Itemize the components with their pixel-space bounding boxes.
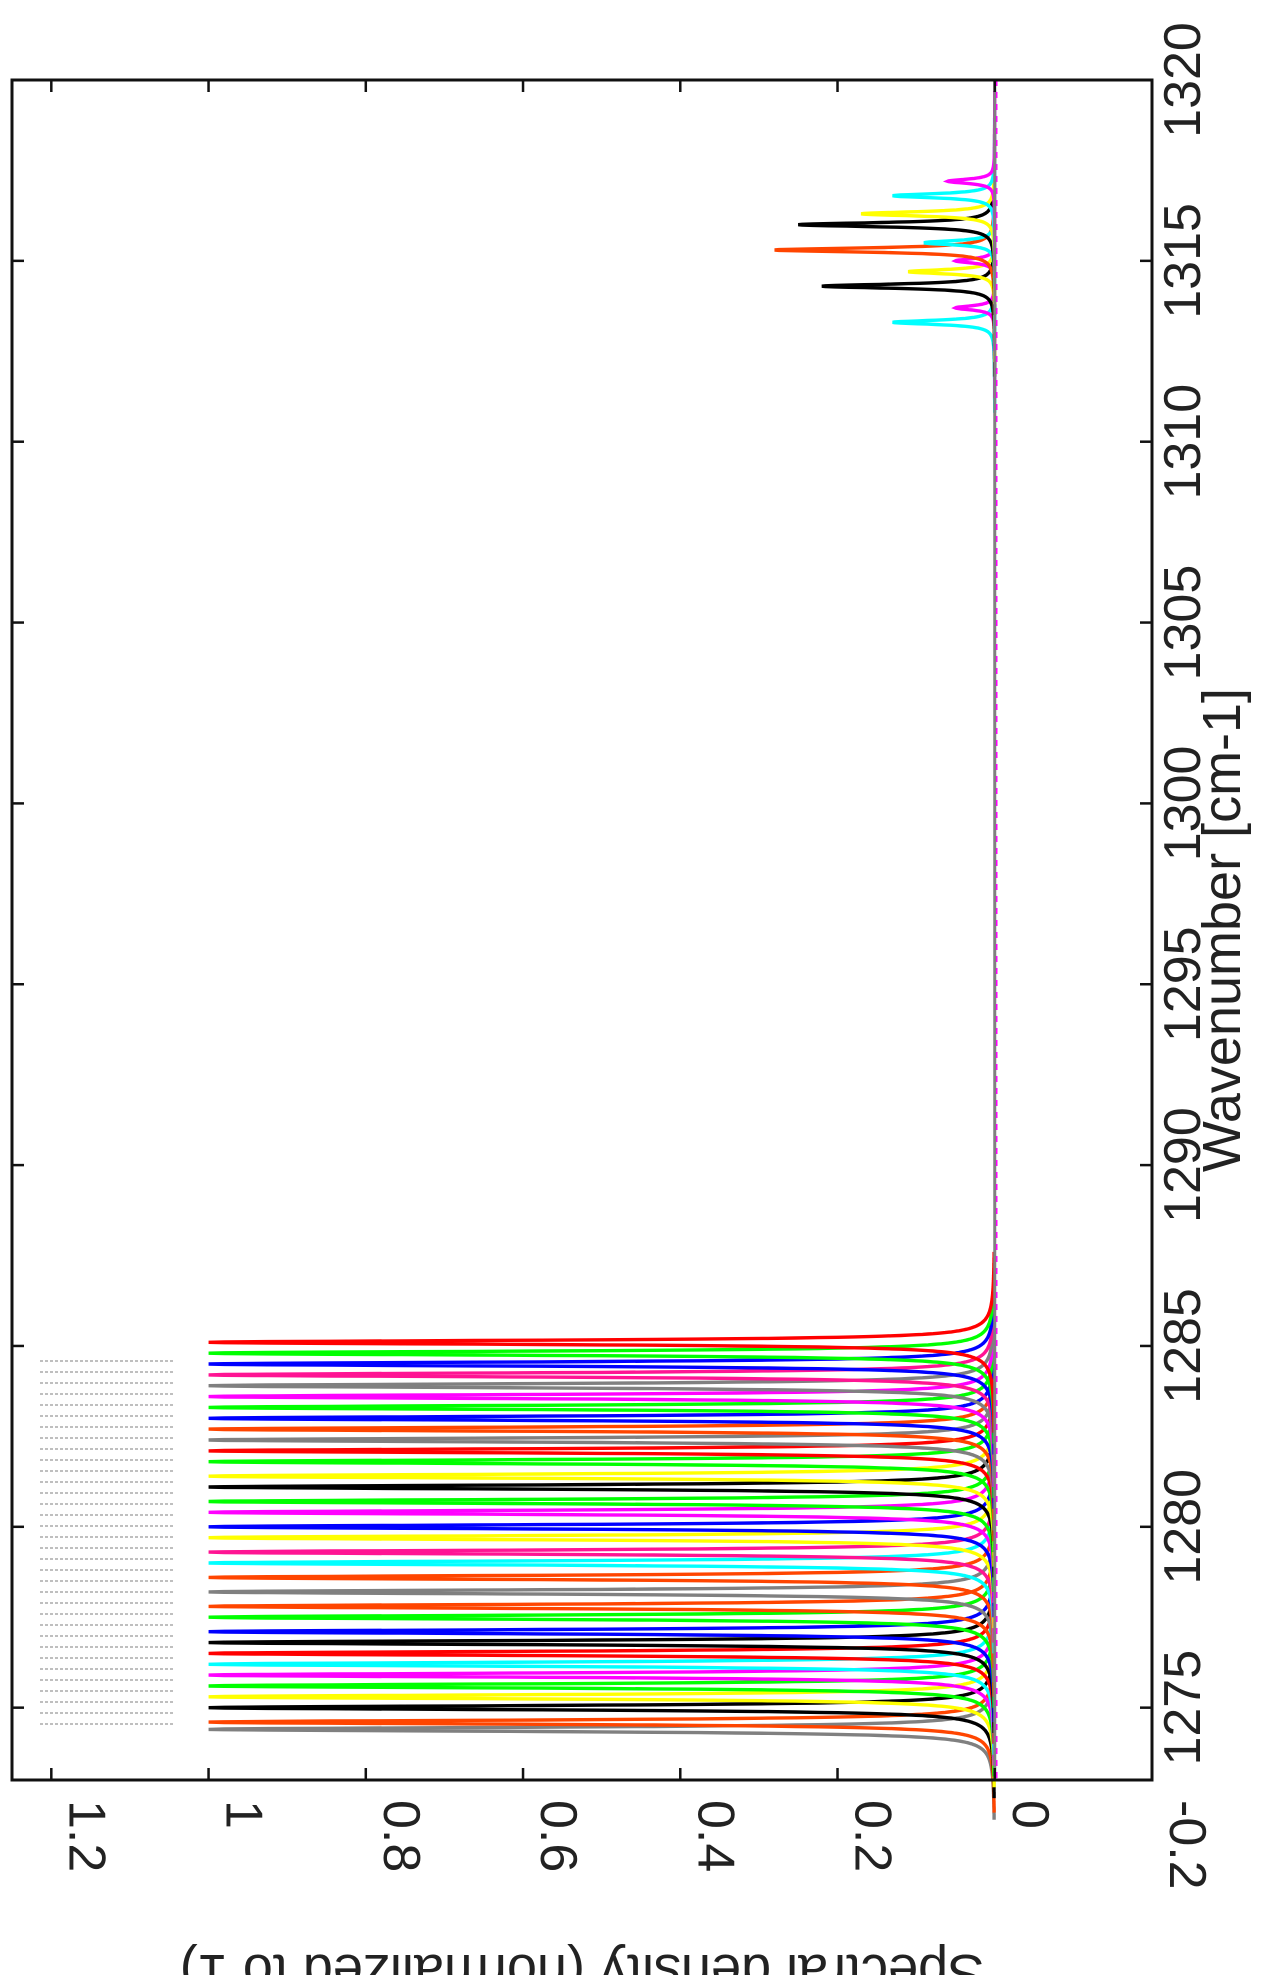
y-axis-label: Spectral density (normalized to 1) xyxy=(180,1943,984,1975)
legend-entry-20 xyxy=(45,1510,61,1514)
x-tick-label-5: 1300 xyxy=(1154,746,1212,862)
legend-entry-6 xyxy=(45,1664,61,1668)
x-tick-label-7: 1310 xyxy=(1154,384,1212,500)
legend-entry-0 xyxy=(45,1730,61,1734)
legend-entry-13 xyxy=(46,1587,62,1591)
legend xyxy=(40,1360,175,1734)
y-tick-label-1: 0 xyxy=(1001,1800,1059,1829)
legend-entry-30 xyxy=(45,1400,61,1404)
legend-entry-29 xyxy=(46,1411,62,1415)
legend-entry-2 xyxy=(45,1708,61,1712)
legend-entry-25 xyxy=(46,1455,62,1459)
y-tick-label-4: 0.6 xyxy=(529,1800,587,1872)
y-tick-label-0: -0.2 xyxy=(1158,1800,1216,1890)
legend-entry-12 xyxy=(45,1598,61,1602)
x-tick-label-1: 1280 xyxy=(1154,1469,1212,1585)
legend-entry-21 xyxy=(46,1499,62,1503)
axis-layer: 1275 1280 1285 1290 1295 1300 1305 1310 1315 1320… xyxy=(12,22,1216,1890)
legend-entry-4 xyxy=(45,1686,61,1690)
y-tick-label-3: 0.4 xyxy=(686,1800,744,1872)
legend-entry-17 xyxy=(46,1543,62,1547)
legend-entry-16 xyxy=(45,1554,61,1558)
legend-entry-1 xyxy=(46,1719,62,1723)
legend-entry-23 xyxy=(46,1477,62,1481)
x-tick-label-9: 1320 xyxy=(1154,22,1212,138)
legend-entry-18 xyxy=(45,1532,61,1536)
legend-entry-32 xyxy=(45,1378,61,1382)
legend-entry-27 xyxy=(46,1433,62,1437)
legend-entry-11 xyxy=(46,1609,62,1613)
y-tick-label-2: 0.2 xyxy=(844,1800,902,1872)
legend-entry-9 xyxy=(46,1631,62,1635)
x-tick-label-8: 1315 xyxy=(1154,203,1212,319)
legend-entry-26 xyxy=(45,1444,61,1448)
legend-entry-3 xyxy=(46,1697,62,1701)
legend-entry-28 xyxy=(45,1422,61,1426)
y-tick-label-7: 1.2 xyxy=(57,1800,115,1872)
plot-frame xyxy=(10,78,1154,1782)
legend-entry-31 xyxy=(46,1389,62,1393)
plot-layer xyxy=(208,80,998,1820)
legend-entry-15 xyxy=(46,1565,62,1569)
x-tick-label-6: 1305 xyxy=(1154,565,1212,681)
legend-entry-22 xyxy=(45,1488,61,1492)
x-tick-label-4: 1295 xyxy=(1154,926,1212,1042)
y-tick-label-5: 0.8 xyxy=(372,1800,430,1872)
legend-entry-7 xyxy=(46,1653,62,1657)
x-tick-label-2: 1285 xyxy=(1154,1288,1212,1404)
legend-entry-24 xyxy=(45,1466,61,1470)
legend-entry-14 xyxy=(45,1576,61,1580)
y-tick-label-6: 1 xyxy=(215,1800,273,1829)
legend-entry-33 xyxy=(46,1367,62,1371)
legend-entry-5 xyxy=(46,1675,62,1679)
legend-entry-19 xyxy=(46,1521,62,1525)
x-axis-label: Wavenumber [cm-1] xyxy=(1192,688,1252,1172)
x-tick-label-3: 1290 xyxy=(1154,1107,1212,1223)
legend-entry-10 xyxy=(45,1620,61,1624)
legend-entry-8 xyxy=(45,1642,61,1646)
x-tick-label-0: 1275 xyxy=(1154,1650,1212,1766)
